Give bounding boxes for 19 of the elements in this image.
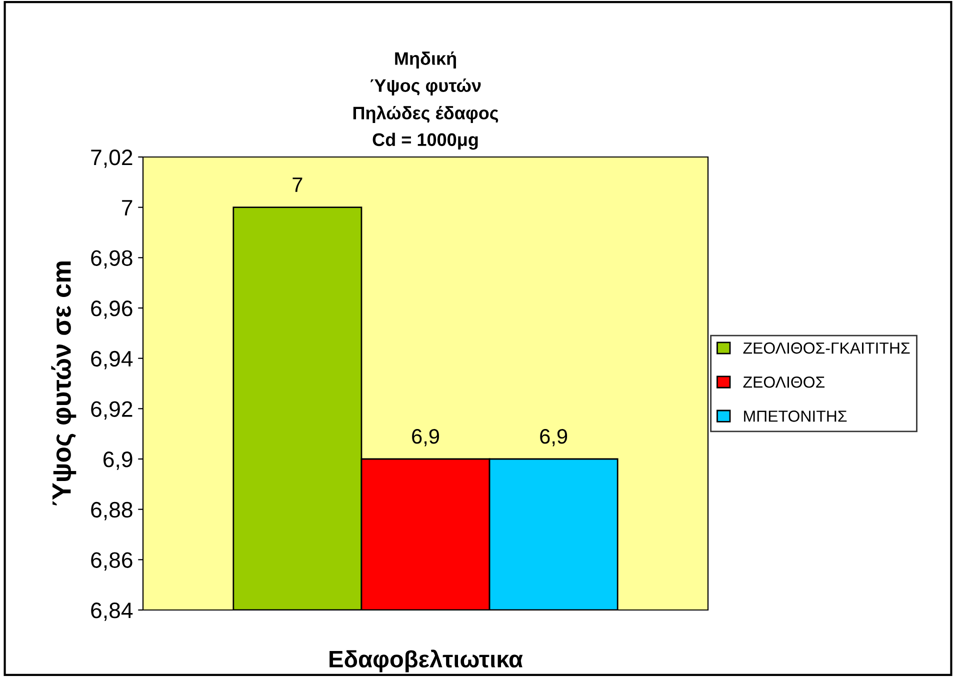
- y-tick-label: 7: [122, 200, 132, 216]
- data-label: 6,9: [540, 429, 568, 446]
- y-axis-title: Ύψος φυτών σε cm: [51, 262, 76, 506]
- legend-label: ΖΕΟΛΙΘΟΣ: [743, 376, 825, 388]
- y-tick-label: 6,94: [91, 350, 133, 370]
- y-tick-label: 6,96: [91, 300, 132, 319]
- y-tick-label: 6,98: [91, 250, 132, 269]
- y-tick-label: 7,02: [91, 150, 132, 168]
- data-label: 7: [292, 178, 302, 192]
- y-tick-label: 6,84: [91, 602, 133, 621]
- y-tick-label: 6,92: [91, 401, 132, 420]
- legend-label: ΖΕΟΛΙΘΟΣ-ΓΚΑΙΤΙΤΗΣ: [743, 342, 910, 354]
- legend-label: ΜΠΕΤΟΝΙΤΗΣ: [744, 410, 847, 422]
- y-tick-label: 6,9: [104, 452, 132, 470]
- data-label: 6,9: [412, 429, 439, 446]
- y-tick-label: 6,88: [91, 502, 132, 520]
- y-tick-label: 6,86: [91, 552, 132, 571]
- chart-title: Μηδική Ύψος φυτών Πηλώδες έδαφος Cd = 1000μg: [353, 51, 498, 150]
- x-axis-title: Εδαφοβελτιωτικα: [330, 650, 523, 672]
